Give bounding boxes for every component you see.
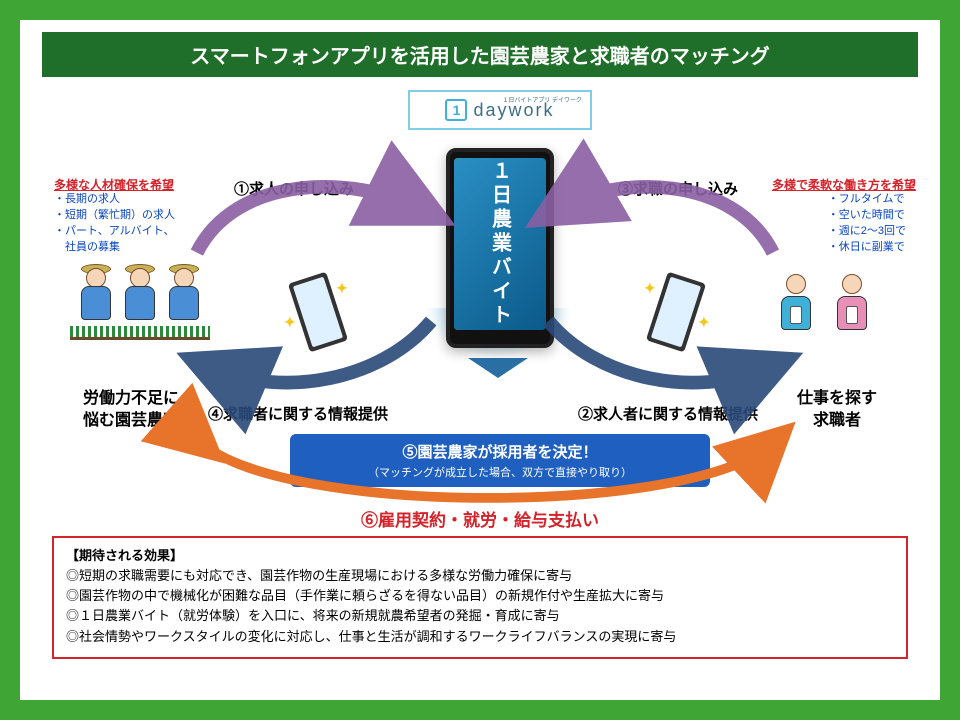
list-item: ・フルタイムで: [828, 192, 906, 208]
effects-title: 【期待される効果】: [66, 546, 894, 566]
decision-box: ⑤園芸農家が採用者を決定！ （マッチングが成立した場合、双方で直接やり取り）: [290, 434, 710, 487]
left-caption: 労働力不足に悩む園芸農家: [46, 388, 216, 431]
spark-icon: ✦: [336, 280, 348, 297]
left-desire-list: ・長期の求人 ・短期（繁忙期）の求人 ・パート、アルバイト、 社員の募集: [54, 192, 175, 256]
effects-line: ◎１日農業バイト（就労体験）を入口に、将来の新規就農希望者の発掘・育成に寄与: [66, 606, 894, 626]
step-3-label: ③求職の申し込み: [618, 178, 738, 199]
decision-sub: （マッチングが成立した場合、双方で直接やり取り）: [296, 464, 704, 480]
center-smartphone: １日農業バイト: [446, 148, 554, 348]
list-item: ・短期（繁忙期）の求人: [54, 208, 175, 224]
decision-main: ⑤園芸農家が採用者を決定！: [402, 444, 597, 461]
left-desire-header: 多様な人材確保を希望: [54, 176, 174, 193]
phone-screen-label: １日農業バイト: [454, 158, 546, 330]
step-4-label: ④求職者に関する情報提供: [208, 403, 388, 424]
page-title: スマートフォンアプリを活用した園芸農家と求職者のマッチング: [42, 32, 918, 77]
list-item: ・休日に副業で: [828, 240, 906, 256]
right-caption: 仕事を探す求職者: [752, 388, 922, 431]
effects-line: ◎短期の求職需要にも対応でき、園芸作物の生産現場における多様な労働力確保に寄与: [66, 566, 894, 586]
canvas: スマートフォンアプリを活用した園芸農家と求職者のマッチング １日バイトアプリ デ…: [28, 28, 932, 692]
farmers-illustration: [70, 260, 210, 370]
list-item: ・パート、アルバイト、: [54, 224, 175, 240]
expected-effects-box: 【期待される効果】 ◎短期の求職需要にも対応でき、園芸作物の生産現場における多様…: [52, 536, 908, 659]
step-2-label: ②求人者に関する情報提供: [578, 403, 758, 424]
spark-icon: ✦: [284, 314, 296, 331]
right-desire-list: ・フルタイムで ・空いた時間で ・週に2～3回で ・休日に副業で: [828, 192, 906, 256]
app-logo-icon: 1: [445, 99, 467, 121]
page: スマートフォンアプリを活用した園芸農家と求職者のマッチング １日バイトアプリ デ…: [0, 0, 960, 720]
spark-icon: ✦: [644, 280, 656, 297]
funnel-icon: [468, 358, 528, 378]
right-desire-header: 多様で柔軟な働き方を希望: [772, 176, 916, 193]
app-tagline: １日バイトアプリ デイワーク: [502, 95, 582, 104]
spark-icon: ✦: [698, 314, 710, 331]
list-item: ・空いた時間で: [828, 208, 906, 224]
list-item: 社員の募集: [54, 240, 175, 256]
step-1-label: ①求人の申し込み: [234, 178, 354, 199]
effects-line: ◎社会情勢やワークスタイルの変化に対応し、仕事と生活が調和するワークライフバラン…: [66, 627, 894, 647]
list-item: ・長期の求人: [54, 192, 175, 208]
step-6-label: ⑥雇用契約・就労・給与支払い: [28, 506, 932, 531]
app-badge: １日バイトアプリ デイワーク 1 daywork: [408, 90, 592, 130]
effects-line: ◎園芸作物の中で機械化が困難な品目（手作業に頼らざるを得ない品目）の新規作付や生…: [66, 586, 894, 606]
list-item: ・週に2～3回で: [828, 224, 906, 240]
job-seekers-illustration: [754, 270, 894, 380]
